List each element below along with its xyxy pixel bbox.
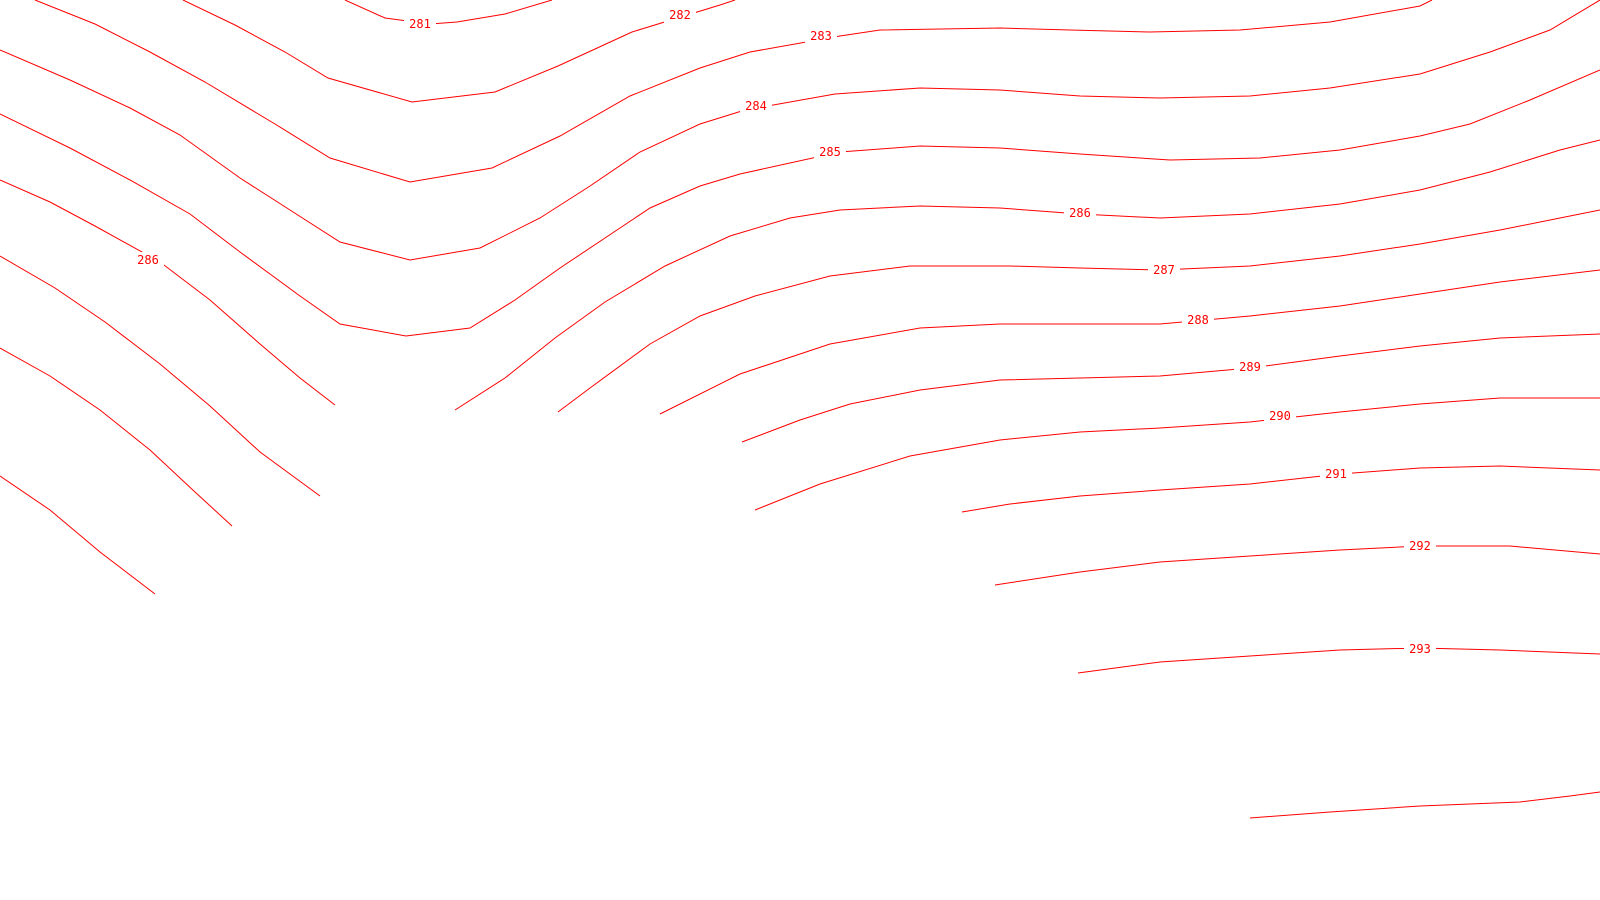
contour-label: 290 <box>1269 409 1291 423</box>
contour-label: 284 <box>745 99 767 113</box>
contour-label: 281 <box>409 17 431 31</box>
contour-line <box>0 347 233 527</box>
contour-line <box>0 179 336 406</box>
contour-label: 286 <box>1069 206 1091 220</box>
contour-line <box>0 255 321 497</box>
contour-lines <box>0 0 1600 819</box>
contour-label: 293 <box>1409 642 1431 656</box>
contour-line <box>961 465 1600 513</box>
contour-line <box>0 69 1600 337</box>
contour-line <box>1249 791 1600 819</box>
contour-label: 289 <box>1239 360 1261 374</box>
contour-line <box>659 269 1600 415</box>
contour-label: 287 <box>1153 263 1175 277</box>
contour-label: 292 <box>1409 539 1431 553</box>
contour-line <box>34 0 1433 183</box>
contour-line <box>0 475 156 595</box>
contour-line <box>994 545 1600 586</box>
contour-line <box>557 209 1600 413</box>
contour-label: 286 <box>137 253 159 267</box>
contour-label: 285 <box>819 145 841 159</box>
contour-line <box>344 0 553 25</box>
contour-line <box>754 397 1600 511</box>
contour-labels: 281 282 283 284 285 286 286 287 288 289 … <box>132 7 1436 657</box>
contour-label: 291 <box>1325 467 1347 481</box>
contour-label: 288 <box>1187 313 1209 327</box>
contour-line <box>1077 647 1600 674</box>
contour-label: 282 <box>669 8 691 22</box>
contour-label: 283 <box>810 29 832 43</box>
contour-line <box>741 333 1600 443</box>
contour-line <box>0 0 1600 261</box>
contour-line <box>454 139 1600 411</box>
